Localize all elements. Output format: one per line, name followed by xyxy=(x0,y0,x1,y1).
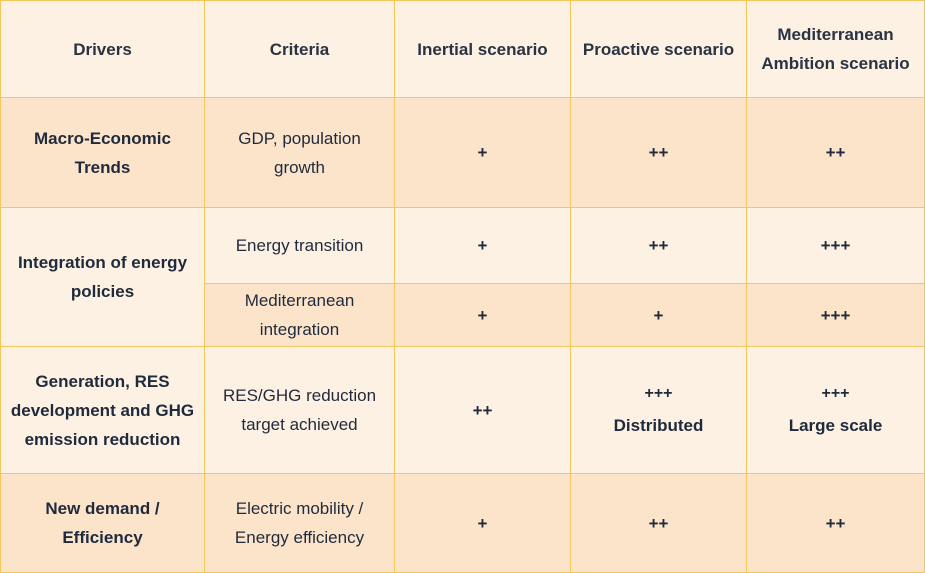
criteria-gdp-line2: growth xyxy=(273,157,326,177)
driver-integration-line2: policies xyxy=(70,282,135,301)
cell-med-integration-inertial: + xyxy=(394,283,571,347)
cell-energy-transition-mediterranean: +++ xyxy=(746,207,925,284)
driver-demand-line1: New demand / xyxy=(45,499,160,518)
driver-macro-line1: Macro-Economic xyxy=(34,128,171,148)
cell-generation-mediterranean-note: Large scale xyxy=(788,416,883,435)
header-inertial: Inertial scenario xyxy=(394,0,571,98)
criteria-demand-line1: Electric mobility / xyxy=(235,499,364,518)
header-proactive: Proactive scenario xyxy=(570,0,747,98)
header-criteria-label: Criteria xyxy=(269,39,330,59)
criteria-res-line2: target achieved xyxy=(241,415,358,434)
driver-macro-line2: Trends xyxy=(74,157,131,177)
cell-macro-proactive: ++ xyxy=(570,97,747,208)
cell-generation-mediterranean-rating: +++ xyxy=(821,385,850,402)
driver-generation-line1: Generation, RES xyxy=(35,371,170,391)
cell-energy-transition-inertial: + xyxy=(394,207,571,284)
cell-generation-mediterranean: +++ Large scale xyxy=(746,346,925,474)
criteria-med-line1: Mediterranean xyxy=(244,291,355,310)
driver-generation: Generation, RES development and GHG emis… xyxy=(0,346,205,474)
row-generation: Generation, RES development and GHG emis… xyxy=(0,346,925,474)
criteria-gdp: GDP, population growth xyxy=(204,97,395,208)
criteria-demand-line2: Energy efficiency xyxy=(234,528,365,547)
cell-macro-mediterranean: ++ xyxy=(746,97,925,208)
header-mediterranean-line2: Ambition scenario xyxy=(761,54,910,73)
driver-macro-economic: Macro-Economic Trends xyxy=(0,97,205,208)
driver-new-demand: New demand / Efficiency xyxy=(0,473,205,573)
cell-generation-proactive-rating: +++ xyxy=(644,385,673,402)
cell-generation-proactive-note: Distributed xyxy=(613,416,704,435)
header-mediterranean-line1: Mediterranean xyxy=(777,25,894,44)
criteria-gdp-line1: GDP, population xyxy=(238,128,361,148)
cell-demand-proactive: ++ xyxy=(570,473,747,573)
cell-generation-inertial: ++ xyxy=(394,346,571,474)
criteria-res-line1: RES/GHG reduction xyxy=(222,386,377,405)
cell-demand-mediterranean: ++ xyxy=(746,473,925,573)
header-proactive-label: Proactive scenario xyxy=(582,39,735,59)
criteria-med-line2: integration xyxy=(259,320,340,339)
cell-macro-inertial: + xyxy=(394,97,571,208)
header-drivers-label: Drivers xyxy=(73,39,132,59)
cell-generation-proactive: +++ Distributed xyxy=(570,346,747,474)
cell-energy-transition-proactive: ++ xyxy=(570,207,747,284)
row-mediterranean-integration: Mediterranean integration + + +++ xyxy=(1,283,925,347)
driver-integration: Integration of energy policies xyxy=(0,207,205,347)
header-mediterranean: Mediterranean Ambition scenario xyxy=(746,0,925,98)
criteria-electric-mobility: Electric mobility / Energy efficiency xyxy=(204,473,395,573)
row-macro-economic: Macro-Economic Trends GDP, population gr… xyxy=(0,97,925,208)
criteria-energy-transition: Energy transition xyxy=(204,207,395,284)
criteria-res-ghg: RES/GHG reduction target achieved xyxy=(204,346,395,474)
header-row: Drivers Criteria Inertial scenario Proac… xyxy=(0,0,925,98)
row-new-demand: New demand / Efficiency Electric mobilit… xyxy=(0,473,925,573)
header-criteria: Criteria xyxy=(204,0,395,98)
driver-generation-line3: emission reduction xyxy=(24,429,181,449)
driver-integration-line1: Integration of energy xyxy=(17,253,188,272)
driver-generation-line2: development and GHG xyxy=(10,400,195,420)
criteria-mediterranean-integration: Mediterranean integration xyxy=(204,283,395,347)
cell-med-integration-proactive: + xyxy=(570,283,747,347)
driver-demand-line2: Efficiency xyxy=(62,528,143,547)
header-drivers: Drivers xyxy=(0,0,205,98)
row-energy-transition: Integration of energy policies Energy tr… xyxy=(0,207,925,347)
cell-demand-inertial: + xyxy=(394,473,571,573)
header-inertial-label: Inertial scenario xyxy=(417,39,548,59)
cell-med-integration-mediterranean: +++ xyxy=(746,283,925,347)
